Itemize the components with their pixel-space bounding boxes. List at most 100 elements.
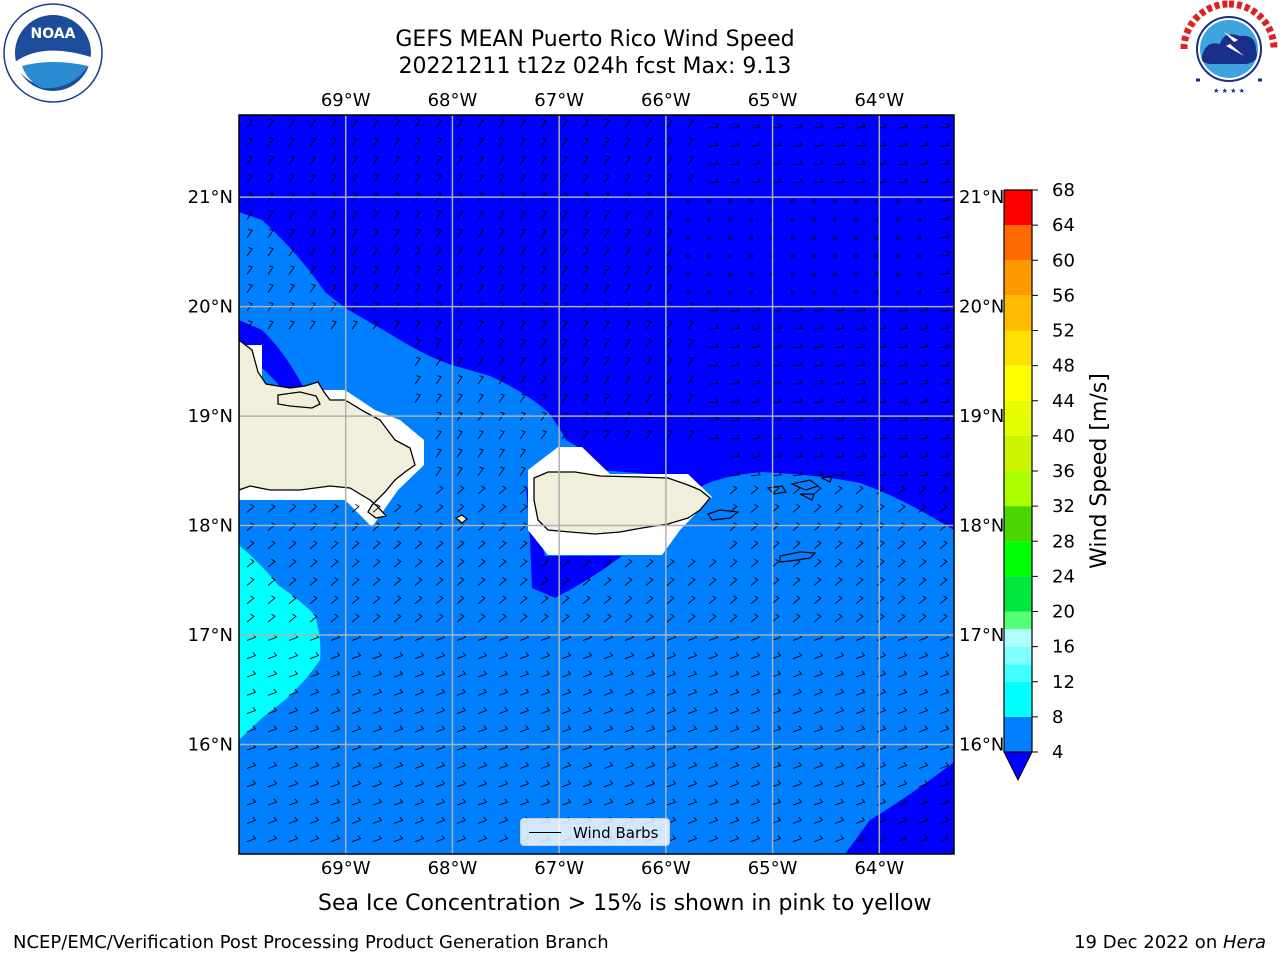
wind-barb (687, 302, 694, 312)
wind-barb (855, 306, 866, 312)
wind-barb (372, 725, 383, 733)
wind-barb (645, 577, 654, 586)
wind-barb (435, 540, 444, 550)
wind-barb (918, 504, 927, 513)
wind-barb (855, 504, 864, 513)
wind-barb (561, 688, 572, 696)
wind-barb (330, 522, 339, 531)
wind-barb (498, 522, 507, 531)
wind-barb (897, 324, 908, 330)
wind-barb-calm (854, 235, 858, 240)
wind-barb (288, 302, 295, 312)
wind-barb (561, 798, 572, 806)
wind-barb (393, 816, 404, 824)
wind-barb (645, 688, 656, 696)
wind-barb-calm (707, 235, 711, 240)
wind-barb (666, 762, 677, 769)
wind-barb (393, 302, 400, 312)
wind-barb (750, 324, 761, 330)
wind-barb (456, 595, 465, 605)
wind-barb (456, 835, 467, 843)
wind-barb (372, 155, 379, 165)
wind-barb (540, 210, 547, 220)
wind-barb (414, 577, 423, 586)
wind-barb (834, 178, 845, 184)
wind-barb (708, 652, 719, 660)
wind-barb (834, 504, 843, 513)
wind-barb (561, 338, 568, 348)
wind-barb (519, 411, 526, 422)
wind-barb (519, 338, 526, 348)
wind-barb (792, 670, 803, 678)
colorbar-tick-label: 44 (1052, 391, 1075, 412)
wind-barb (582, 247, 589, 257)
wind-barb (939, 141, 950, 147)
wind-barb (435, 302, 442, 312)
wind-barb-calm (749, 235, 753, 240)
wind-barb (939, 123, 950, 129)
wind-barb (750, 504, 759, 513)
wind-barb (498, 780, 509, 788)
wind-barb (540, 247, 547, 257)
wind-barb (498, 375, 505, 385)
wind-barb (771, 485, 780, 495)
colorbar-bin (1004, 716, 1032, 752)
wind-barb (771, 379, 782, 385)
wind-barb (477, 448, 484, 458)
wind-barb (708, 361, 719, 367)
wind-barb (792, 434, 803, 440)
wind-barb (624, 780, 635, 788)
wind-barb (771, 816, 782, 824)
wind-barb (603, 283, 610, 293)
wind-barb (477, 119, 484, 129)
wind-barb (414, 320, 421, 330)
wind-barb (330, 762, 341, 769)
wind-barb (813, 306, 824, 312)
wind-barb (813, 141, 824, 147)
wind-barb (918, 306, 929, 312)
wind-barb (456, 725, 467, 733)
wind-barb (729, 613, 738, 623)
sea-ice-note-text: Sea Ice Concentration > 15% is shown in … (318, 891, 932, 916)
wind-barb (708, 178, 719, 184)
wind-barb (750, 688, 761, 696)
lat-label-left: 17°N (188, 625, 233, 646)
wind-barb (477, 558, 486, 568)
wind-barb (666, 302, 673, 312)
wind-barb (435, 577, 444, 586)
wind-barb (414, 558, 423, 568)
wind-barb (918, 452, 929, 458)
wind-barb (435, 835, 446, 843)
wind-barb (813, 504, 822, 513)
wind-barb-calm (854, 272, 858, 277)
wind-barb (456, 283, 463, 293)
wind-barb-calm (896, 254, 900, 259)
wind-barb (771, 707, 782, 715)
wind-barb (330, 577, 339, 586)
wind-barb (897, 452, 908, 458)
wind-barb (267, 504, 276, 513)
wind-barb (750, 434, 761, 440)
wind-barb (456, 210, 463, 220)
wind-barb (918, 835, 929, 843)
wind-barb (477, 375, 484, 385)
wind-barb (645, 228, 652, 239)
wind-barb (351, 816, 362, 824)
wind-barb (288, 798, 299, 806)
wind-barb (498, 595, 507, 605)
wind-barb (750, 452, 761, 458)
nws-logo-icon: ★ ★ ★ ★ (1180, 0, 1278, 96)
wind-barb (939, 178, 950, 184)
wind-barb (582, 558, 591, 568)
wind-barb-calm (749, 290, 753, 295)
wind-barb (288, 192, 295, 202)
colorbar-bin (1004, 400, 1032, 436)
wind-barb (813, 798, 824, 806)
wind-barb (624, 393, 631, 403)
wind-barb (729, 416, 740, 422)
wind-barb-calm (896, 290, 900, 295)
wind-barb (372, 504, 381, 513)
wind-barb (708, 434, 719, 440)
wind-barb (330, 247, 337, 257)
wind-barb (897, 178, 908, 184)
